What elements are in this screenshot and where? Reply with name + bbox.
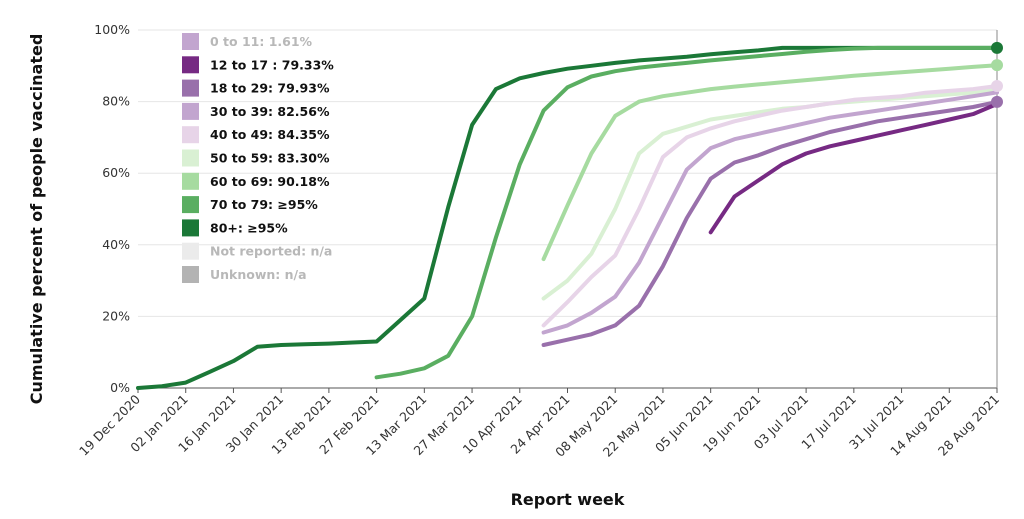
series-endpoint (991, 95, 1003, 108)
legend-swatch (182, 266, 199, 283)
legend-label: 30 to 39: 82.56% (210, 104, 330, 119)
legend-swatch (182, 149, 199, 167)
legend-swatch (182, 79, 199, 97)
series-line-70-to-79 (374, 45, 999, 380)
series-line-50-to-59 (541, 87, 999, 301)
series-line-18-to-29 (541, 99, 999, 347)
legend-swatch (182, 172, 199, 190)
series-lines (136, 45, 999, 390)
legend-swatch (182, 33, 199, 50)
legend-swatch (182, 56, 199, 74)
x-axis-title: Report week (511, 490, 625, 509)
y-tick-label: 40% (102, 237, 130, 252)
legend-swatch (182, 126, 199, 144)
x-tick-marks (137, 388, 998, 393)
legend-swatch (182, 196, 199, 214)
y-tick-labels: 0% 20% 40% 60% 80% 100% (94, 22, 130, 395)
legend-label: 80+: ≥95% (210, 220, 288, 235)
y-tick-label: 100% (94, 22, 130, 37)
y-axis-title: Cumulative percent of people vaccinated (27, 34, 46, 405)
legend-swatch (182, 102, 199, 120)
legend-label: Not reported: n/a (210, 244, 332, 259)
series-line-60-to-69 (541, 63, 999, 262)
legend-label: Unknown: n/a (210, 267, 307, 282)
legend: 0 to 11: 1.61% 12 to 17 : 79.33% 18 to 29:… (182, 33, 334, 283)
y-tick-label: 80% (102, 94, 130, 109)
legend-label: 60 to 69: 90.18% (210, 174, 330, 189)
y-tick-label: 0% (110, 380, 130, 395)
legend-label: 0 to 11: 1.61% (210, 34, 313, 49)
series-endpoint (991, 59, 1003, 72)
legend-label: 12 to 17 : 79.33% (210, 57, 334, 72)
series-line-30-to-39 (541, 90, 999, 335)
legend-label: 18 to 29: 79.93% (210, 81, 330, 96)
series-endpoint (991, 41, 1003, 54)
series-endpoint (991, 80, 1003, 93)
legend-label: 40 to 49: 84.35% (210, 127, 330, 142)
legend-swatch (182, 242, 199, 260)
series-endpoints (991, 41, 1003, 108)
y-tick-label: 20% (102, 308, 130, 323)
legend-label: 70 to 79: ≥95% (210, 197, 318, 212)
legend-swatch (182, 219, 199, 237)
legend-label: 50 to 59: 83.30% (210, 151, 330, 166)
series-line-12-to-17 (708, 102, 999, 235)
series-line-40-to-49 (541, 84, 999, 328)
y-tick-label: 60% (102, 165, 130, 180)
